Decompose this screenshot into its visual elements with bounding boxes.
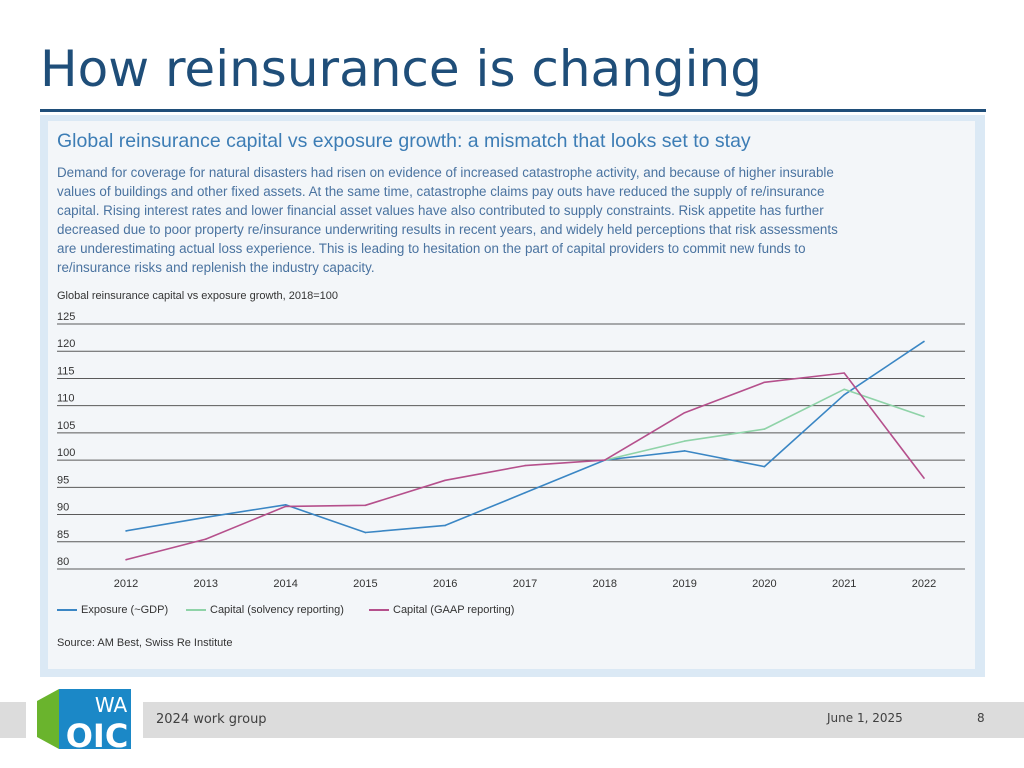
y-tick-label: 115 (57, 365, 75, 377)
legend-label-exposure: Exposure (~GDP) (81, 604, 169, 616)
figure-description: Demand for coverage for natural disaster… (57, 163, 962, 277)
data-point (683, 440, 686, 442)
figure-panel (48, 121, 975, 669)
legend-item-capital-solvency: Capital (solvency reporting) (186, 604, 344, 616)
data-point (364, 531, 367, 534)
legend-label-capital-solvency: Capital (solvency reporting) (210, 604, 344, 616)
source-note: Source: AM Best, Swiss Re Institute (57, 637, 233, 649)
x-tick-label: 2014 (273, 578, 297, 590)
data-point (205, 538, 207, 540)
data-point (843, 393, 845, 396)
data-point (683, 411, 686, 414)
x-tick-label: 2015 (353, 578, 377, 590)
data-point (683, 450, 686, 452)
y-tick-label: 100 (57, 447, 75, 459)
y-tick-label: 90 (57, 502, 69, 514)
data-point (444, 524, 447, 527)
footer-bar (0, 702, 1024, 738)
page-number: 8 (977, 711, 985, 725)
x-tick-label: 2019 (672, 578, 696, 590)
y-tick-label: 80 (57, 556, 69, 568)
data-point (923, 415, 925, 418)
x-tick-label: 2012 (114, 578, 138, 590)
series-line-0 (125, 340, 925, 534)
data-point (524, 464, 526, 467)
description-line: decreased due to poor property re/insura… (57, 222, 838, 237)
legend-item-capital-gaap: Capital (GAAP reporting) (369, 604, 514, 616)
logo-text-oic: OIC (66, 717, 129, 749)
description-line: re/insurance risks and replenish the ind… (57, 260, 375, 275)
y-tick-label: 125 (57, 311, 75, 323)
data-point (444, 479, 447, 482)
x-tick-label: 2017 (513, 578, 537, 590)
x-tick-label: 2020 (752, 578, 776, 590)
x-tick-label: 2022 (912, 578, 936, 590)
data-point (763, 428, 766, 430)
data-point (923, 340, 925, 343)
description-line: values of buildings and other fixed asse… (57, 184, 825, 199)
data-point (763, 465, 766, 468)
slide-title: How reinsurance is changing (40, 40, 762, 98)
chart-caption: Global reinsurance capital vs exposure g… (57, 290, 338, 302)
title-divider (40, 109, 986, 112)
y-tick-label: 105 (57, 420, 75, 432)
series-line-1 (604, 388, 925, 461)
y-tick-label: 95 (57, 474, 69, 486)
waoic-logo: WA OIC (37, 689, 131, 749)
logo-blue-block (59, 689, 131, 749)
data-point (284, 505, 287, 508)
legend-swatch-exposure (57, 609, 77, 611)
data-point (524, 491, 526, 494)
legend-item-exposure: Exposure (~GDP) (57, 604, 168, 616)
logo-green-shape (37, 689, 59, 749)
legend-swatch-capital-solvency (186, 609, 206, 611)
data-point (125, 530, 127, 532)
footer-date: June 1, 2025 (827, 711, 903, 725)
data-point (125, 558, 127, 561)
description-line: are underestimating actual loss experien… (57, 241, 806, 256)
footer-group-label: 2024 work group (156, 712, 267, 727)
data-point (205, 516, 207, 519)
figure-title: Global reinsurance capital vs exposure g… (57, 130, 751, 152)
data-point (284, 503, 287, 506)
data-point (923, 477, 925, 479)
x-tick-label: 2021 (832, 578, 856, 590)
legend-label-capital-gaap: Capital (GAAP reporting) (393, 604, 515, 616)
data-point (604, 459, 606, 461)
x-tick-label: 2016 (433, 578, 457, 590)
x-tick-label: 2018 (593, 578, 617, 590)
legend-swatch-capital-gaap (369, 609, 389, 611)
data-point (843, 388, 845, 391)
x-tick-label: 2013 (194, 578, 218, 590)
description-line: Demand for coverage for natural disaster… (57, 165, 834, 180)
y-tick-label: 120 (57, 338, 75, 350)
data-point (763, 381, 766, 384)
description-line: capital. Rising interest rates and lower… (57, 203, 824, 218)
logo-text-wa: WA (95, 693, 128, 717)
data-point (364, 504, 367, 507)
data-point (843, 372, 845, 374)
y-tick-label: 110 (57, 393, 75, 405)
y-tick-label: 85 (57, 529, 69, 541)
